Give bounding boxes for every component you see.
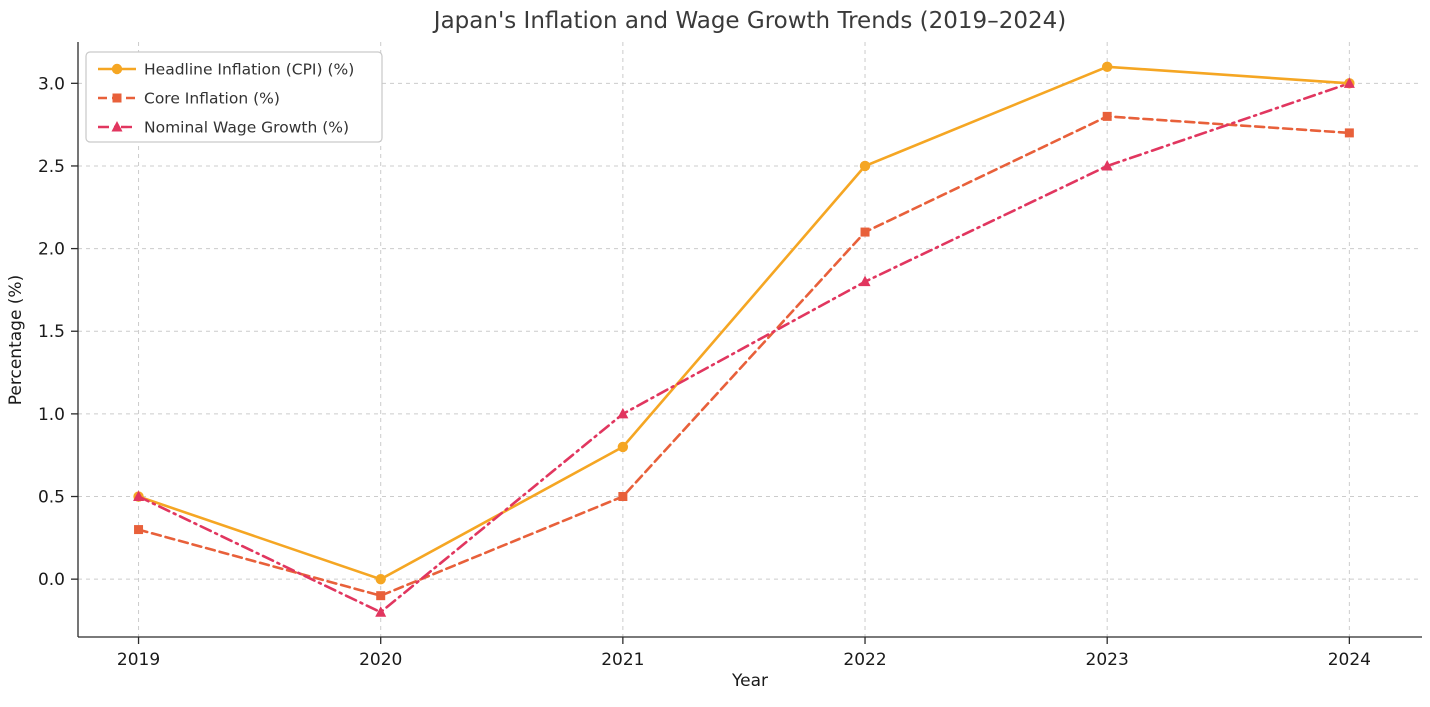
marker-triangle-nominal-wage-growth — [111, 121, 123, 132]
x-axis-label: Year — [732, 671, 768, 691]
series-line-core-inflation — [137, 115, 1351, 598]
marker-triangle-nominal-wage-growth — [133, 490, 145, 502]
chart-title: Japan's Inflation and Wage Growth Trends… — [433, 8, 1067, 34]
marker-square-core-inflation — [1102, 111, 1112, 121]
y-tick-label: 1.5 — [38, 322, 65, 342]
y-tick-label: 0.5 — [38, 488, 65, 508]
x-tick-label: 2021 — [601, 650, 644, 670]
marker-triangle-nominal-wage-growth — [1101, 159, 1113, 171]
marker-square-core-inflation — [134, 525, 144, 535]
x-tick-label: 2019 — [117, 650, 160, 670]
legend-label-nominal-wage-growth: Nominal Wage Growth (%) — [144, 119, 349, 137]
x-tick-label: 2020 — [359, 650, 402, 670]
marker-circle-headline-inflation — [1101, 61, 1113, 72]
y-tick-label: 2.5 — [38, 157, 65, 177]
x-tick-label: 2022 — [843, 650, 886, 670]
marker-square-core-inflation — [1344, 128, 1354, 138]
y-tick-label: 1.0 — [38, 405, 65, 425]
y-tick-label: 3.0 — [38, 74, 65, 94]
series-line-nominal-wage-growth — [137, 82, 1351, 614]
marker-square-core-inflation — [112, 93, 122, 103]
legend-label-headline-inflation: Headline Inflation (CPI) (%) — [144, 61, 354, 79]
marker-circle-headline-inflation — [859, 160, 871, 172]
legend-label-core-inflation: Core Inflation (%) — [144, 90, 280, 108]
series-line-headline-inflation — [137, 65, 1351, 581]
y-axis-label: Percentage (%) — [6, 274, 26, 406]
marker-square-core-inflation — [860, 227, 870, 237]
x-tick-label: 2023 — [1086, 650, 1129, 670]
marker-triangle-nominal-wage-growth — [1343, 77, 1355, 88]
marker-triangle-nominal-wage-growth — [375, 606, 387, 617]
y-tick-label: 0.0 — [38, 570, 65, 590]
marker-triangle-nominal-wage-growth — [617, 407, 629, 419]
marker-triangle-nominal-wage-growth — [859, 275, 871, 287]
marker-circle-headline-inflation — [617, 441, 629, 453]
marker-square-core-inflation — [618, 492, 628, 502]
marker-circle-headline-inflation — [111, 63, 123, 75]
legend-box — [85, 51, 383, 143]
y-tick-label: 2.0 — [38, 240, 65, 260]
x-tick-label: 2024 — [1328, 650, 1371, 670]
marker-circle-headline-inflation — [375, 573, 386, 585]
marker-square-core-inflation — [376, 591, 386, 601]
